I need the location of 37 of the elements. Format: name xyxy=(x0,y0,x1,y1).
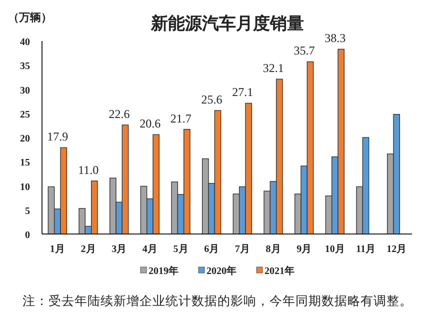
x-tick-label: 4月 xyxy=(142,244,158,255)
data-label: 32.1 xyxy=(262,61,284,76)
y-axis-title: （万辆） xyxy=(8,11,52,24)
data-label: 21.7 xyxy=(170,111,192,126)
data-label: 22.6 xyxy=(108,106,130,121)
x-tick-label: 12月 xyxy=(386,244,407,255)
y-tick-label: 10 xyxy=(20,182,30,193)
y-tick-label: 30 xyxy=(20,85,30,96)
y-tick-label: 20 xyxy=(20,134,30,144)
x-tick-label: 1月 xyxy=(50,244,65,255)
x-tick-label: 9月 xyxy=(296,244,312,255)
text: 注：受去年陆续新增企业统计数据的影响，今年同期数据略有调整。 xyxy=(22,293,412,308)
data-label: 17.9 xyxy=(47,130,68,144)
data-label: 38.3 xyxy=(324,31,346,46)
x-tick-label: 10月 xyxy=(324,244,345,255)
x-tick-label: 6月 xyxy=(204,244,220,255)
chart-title: 新能源汽车月度销量 xyxy=(150,14,304,33)
x-tick-label: 2月 xyxy=(80,244,96,255)
data-label: 25.6 xyxy=(201,92,222,106)
x-tick-label: 5月 xyxy=(173,244,188,255)
y-tick-label: 0 xyxy=(25,230,30,241)
x-tick-label: 3月 xyxy=(112,244,127,255)
y-tick-label: 35 xyxy=(20,61,30,72)
data-label: 27.1 xyxy=(232,85,254,100)
y-tick-label: 25 xyxy=(20,109,30,120)
data-label: 11.0 xyxy=(78,162,99,177)
x-tick-label: 8月 xyxy=(266,244,281,255)
legend-label: 2020年 xyxy=(206,265,236,277)
data-label: 35.7 xyxy=(294,44,315,58)
legend-label: 2021年 xyxy=(264,265,294,277)
data-label: 20.6 xyxy=(140,116,161,131)
y-tick-label: 15 xyxy=(20,158,30,169)
y-tick-label: 5 xyxy=(25,206,30,217)
x-tick-label: 11月 xyxy=(356,244,376,255)
x-tick-label: 7月 xyxy=(234,244,250,255)
legend-label: 2019年 xyxy=(148,265,178,277)
y-tick-label: 40 xyxy=(20,37,30,48)
